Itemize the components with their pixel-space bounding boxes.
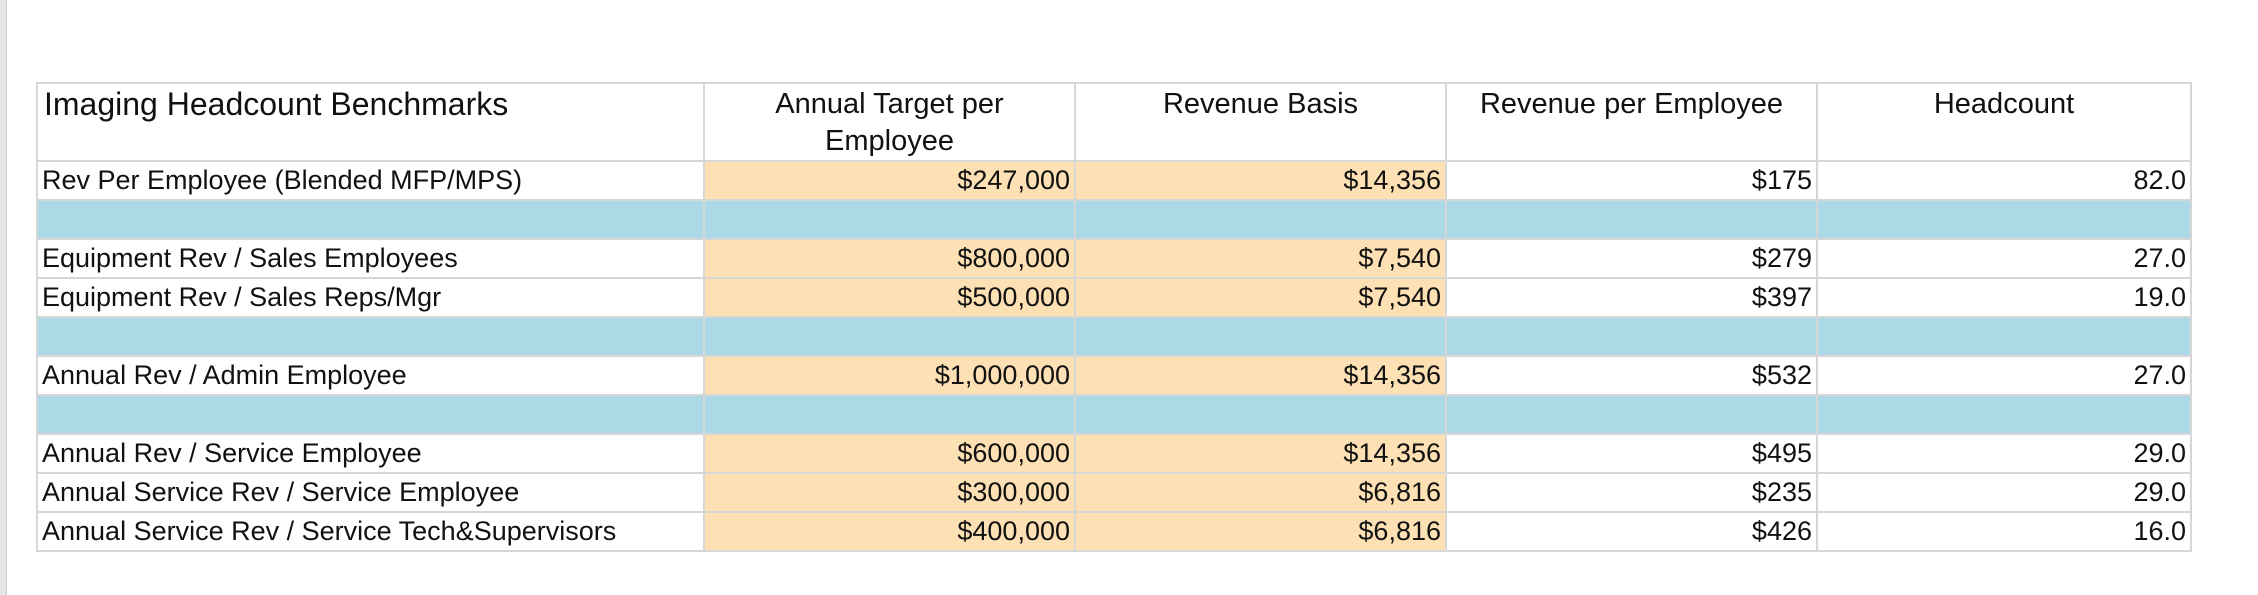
annual-target-cell[interactable]: $600,000 (703, 433, 1076, 475)
headcount-cell[interactable]: 82.0 (1816, 160, 2192, 202)
row-label-cell[interactable]: Annual Rev / Service Employee (36, 433, 705, 475)
separator-cell[interactable] (1816, 316, 2192, 358)
headcount-cell[interactable]: 27.0 (1816, 355, 2192, 397)
revenue-basis-cell[interactable]: $14,356 (1074, 433, 1447, 475)
separator-cell[interactable] (1074, 199, 1447, 241)
row-label-cell[interactable]: Equipment Rev / Sales Reps/Mgr (36, 277, 705, 319)
separator-cell[interactable] (1074, 394, 1447, 436)
separator-cell[interactable] (1445, 316, 1818, 358)
table-row: Annual Rev / Service Employee $600,000 $… (36, 433, 2192, 475)
table-row: Equipment Rev / Sales Reps/Mgr $500,000 … (36, 277, 2192, 319)
separator-row (36, 394, 2192, 436)
table-row: Rev Per Employee (Blended MFP/MPS) $247,… (36, 160, 2192, 202)
row-label-cell[interactable]: Annual Service Rev / Service Employee (36, 472, 705, 514)
header-revenue-basis[interactable]: Revenue Basis (1074, 81, 1447, 163)
row-label-cell[interactable]: Rev Per Employee (Blended MFP/MPS) (36, 160, 705, 202)
revenue-per-employee-cell[interactable]: $426 (1445, 511, 1818, 553)
annual-target-cell[interactable]: $1,000,000 (703, 355, 1076, 397)
revenue-basis-cell[interactable]: $6,816 (1074, 511, 1447, 553)
separator-cell[interactable] (1074, 316, 1447, 358)
table-title-cell[interactable]: Imaging Headcount Benchmarks (36, 81, 705, 163)
separator-cell[interactable] (703, 316, 1076, 358)
headcount-cell[interactable]: 27.0 (1816, 238, 2192, 280)
table-row: Annual Service Rev / Service Tech&Superv… (36, 511, 2192, 553)
separator-cell[interactable] (36, 394, 705, 436)
header-annual-target[interactable]: Annual Target per Employee (703, 81, 1076, 163)
headcount-cell[interactable]: 19.0 (1816, 277, 2192, 319)
revenue-per-employee-cell[interactable]: $279 (1445, 238, 1818, 280)
revenue-per-employee-cell[interactable]: $397 (1445, 277, 1818, 319)
table-row: Annual Service Rev / Service Employee $3… (36, 472, 2192, 514)
revenue-per-employee-cell[interactable]: $235 (1445, 472, 1818, 514)
revenue-per-employee-cell[interactable]: $495 (1445, 433, 1818, 475)
header-revenue-per-employee[interactable]: Revenue per Employee (1445, 81, 1818, 163)
revenue-basis-cell[interactable]: $14,356 (1074, 355, 1447, 397)
revenue-basis-cell[interactable]: $7,540 (1074, 277, 1447, 319)
separator-row (36, 316, 2192, 358)
separator-cell[interactable] (36, 316, 705, 358)
headcount-cell[interactable]: 16.0 (1816, 511, 2192, 553)
separator-row (36, 199, 2192, 241)
revenue-basis-cell[interactable]: $6,816 (1074, 472, 1447, 514)
row-label-cell[interactable]: Equipment Rev / Sales Employees (36, 238, 705, 280)
annual-target-cell[interactable]: $247,000 (703, 160, 1076, 202)
revenue-per-employee-cell[interactable]: $532 (1445, 355, 1818, 397)
separator-cell[interactable] (1816, 199, 2192, 241)
revenue-basis-cell[interactable]: $7,540 (1074, 238, 1447, 280)
annual-target-cell[interactable]: $400,000 (703, 511, 1076, 553)
separator-cell[interactable] (1816, 394, 2192, 436)
headcount-cell[interactable]: 29.0 (1816, 472, 2192, 514)
revenue-per-employee-cell[interactable]: $175 (1445, 160, 1818, 202)
row-header-gutter (0, 0, 7, 595)
revenue-basis-cell[interactable]: $14,356 (1074, 160, 1447, 202)
separator-cell[interactable] (1445, 394, 1818, 436)
table-row: Annual Rev / Admin Employee $1,000,000 $… (36, 355, 2192, 397)
separator-cell[interactable] (36, 199, 705, 241)
separator-cell[interactable] (703, 394, 1076, 436)
headcount-benchmark-table: Imaging Headcount Benchmarks Annual Targ… (36, 81, 2192, 553)
headcount-cell[interactable]: 29.0 (1816, 433, 2192, 475)
header-headcount[interactable]: Headcount (1816, 81, 2192, 163)
annual-target-cell[interactable]: $800,000 (703, 238, 1076, 280)
separator-cell[interactable] (703, 199, 1076, 241)
row-label-cell[interactable]: Annual Service Rev / Service Tech&Superv… (36, 511, 705, 553)
annual-target-cell[interactable]: $300,000 (703, 472, 1076, 514)
row-label-cell[interactable]: Annual Rev / Admin Employee (36, 355, 705, 397)
annual-target-cell[interactable]: $500,000 (703, 277, 1076, 319)
separator-cell[interactable] (1445, 199, 1818, 241)
header-row: Imaging Headcount Benchmarks Annual Targ… (36, 81, 2192, 163)
table-row: Equipment Rev / Sales Employees $800,000… (36, 238, 2192, 280)
